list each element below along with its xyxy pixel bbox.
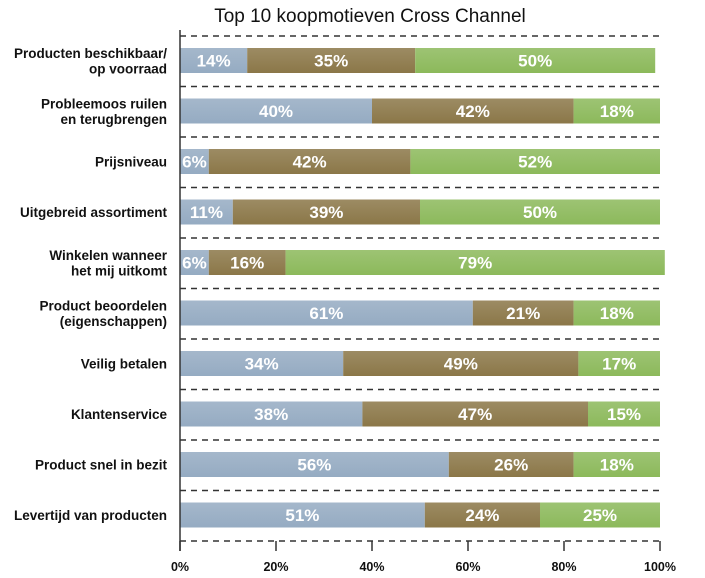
data-label: 24% bbox=[465, 506, 499, 525]
category-labels: Producten beschikbaar/op voorraad Problee… bbox=[14, 46, 168, 523]
data-label: 51% bbox=[285, 506, 319, 525]
category-label: Producten beschikbaar/op voorraad bbox=[14, 46, 167, 77]
category-label: Product snel in bezit bbox=[35, 458, 168, 473]
data-label: 17% bbox=[602, 355, 636, 374]
data-label: 18% bbox=[600, 304, 634, 323]
category-label: Product beoordelen (eigenschappen) bbox=[39, 298, 167, 329]
category-label: Winkelen wanneer het mij uitkomt bbox=[49, 248, 167, 279]
category-label-line: Klantenservice bbox=[71, 407, 168, 422]
data-label: 52% bbox=[518, 153, 552, 172]
category-label-line: Levertijd van producten bbox=[14, 508, 167, 523]
category-label: Veilig betalen bbox=[81, 357, 167, 372]
data-label: 21% bbox=[506, 304, 540, 323]
x-axis-ticks: 0% 20% 40% 60% 80% 100% bbox=[171, 541, 676, 574]
bar-segment bbox=[343, 351, 579, 376]
bar-segment bbox=[180, 401, 363, 427]
data-label: 38% bbox=[254, 405, 288, 424]
data-label: 18% bbox=[600, 102, 634, 121]
category-label-line: op voorraad bbox=[89, 61, 167, 76]
category-label-line: Prijsniveau bbox=[95, 155, 167, 170]
data-label: 34% bbox=[245, 355, 279, 374]
data-label: 11% bbox=[190, 203, 223, 222]
x-tick-label: 100% bbox=[644, 560, 676, 574]
bar-segment bbox=[180, 502, 425, 528]
bar-segment bbox=[540, 502, 660, 528]
category-label-line: (eigenschappen) bbox=[60, 314, 167, 329]
data-label: 25% bbox=[583, 506, 617, 525]
category-label-line: Uitgebreid assortiment bbox=[20, 205, 168, 220]
data-label: 56% bbox=[297, 456, 331, 475]
data-label: 61% bbox=[309, 304, 343, 323]
data-label: 42% bbox=[293, 153, 327, 172]
data-label: 42% bbox=[456, 102, 490, 121]
category-label-line: Winkelen wanneer bbox=[49, 248, 167, 263]
bar-segment bbox=[472, 300, 574, 326]
x-tick-label: 0% bbox=[171, 560, 189, 574]
bar-segment bbox=[180, 48, 248, 73]
bar-segment bbox=[578, 351, 660, 376]
data-label: 47% bbox=[458, 405, 492, 424]
data-label: 6% bbox=[182, 153, 207, 172]
bar-segment bbox=[180, 300, 473, 326]
bars: 14% 35% 50% 40% 42% 18% 6% 42% 52% 11% 39% 50% 6% 16%… bbox=[180, 48, 665, 528]
bar-segment bbox=[180, 351, 344, 376]
bar-segment bbox=[420, 199, 660, 225]
gridlines bbox=[180, 35, 660, 542]
category-label-line: Veilig betalen bbox=[81, 357, 167, 372]
x-tick-label: 60% bbox=[455, 560, 480, 574]
bar-segment bbox=[410, 149, 660, 174]
bar-segment bbox=[208, 149, 411, 174]
bar-segment bbox=[372, 98, 574, 124]
data-label: 39% bbox=[309, 203, 343, 222]
bar-segment bbox=[573, 98, 660, 124]
data-label: 14% bbox=[197, 52, 231, 71]
data-label: 40% bbox=[259, 102, 293, 121]
data-label: 35% bbox=[314, 52, 348, 71]
bar-segment bbox=[362, 401, 588, 427]
category-label: Probleemoos ruilen en terugbrengen bbox=[41, 96, 167, 127]
category-label-line: Product beoordelen bbox=[39, 298, 167, 313]
bar-segment bbox=[208, 250, 286, 275]
data-label: 6% bbox=[182, 254, 207, 273]
bar-segment bbox=[180, 199, 233, 225]
data-label: 15% bbox=[607, 405, 641, 424]
bar-segment bbox=[573, 452, 660, 477]
bar-segment bbox=[285, 250, 665, 275]
bar-segment bbox=[415, 48, 656, 73]
bar-segment bbox=[448, 452, 574, 477]
bar-segment bbox=[180, 98, 372, 124]
category-label: Levertijd van producten bbox=[14, 508, 167, 523]
x-tick-label: 40% bbox=[359, 560, 384, 574]
category-label-line: Product snel in bezit bbox=[35, 458, 168, 473]
category-label-line: en terugbrengen bbox=[60, 112, 167, 127]
category-label-line: het mij uitkomt bbox=[71, 263, 168, 278]
data-label: 50% bbox=[523, 203, 557, 222]
data-label: 49% bbox=[444, 355, 478, 374]
data-label: 79% bbox=[458, 254, 492, 273]
bar-segment bbox=[588, 401, 660, 427]
category-label-line: Producten beschikbaar/ bbox=[14, 46, 167, 61]
x-tick-label: 80% bbox=[551, 560, 576, 574]
chart-title: Top 10 koopmotieven Cross Channel bbox=[214, 6, 526, 27]
bar-segment bbox=[424, 502, 540, 528]
bar-segment bbox=[180, 452, 449, 477]
data-label: 26% bbox=[494, 456, 528, 475]
category-label: Prijsniveau bbox=[95, 155, 167, 170]
bar-segment bbox=[180, 149, 209, 174]
bar-segment bbox=[232, 199, 420, 225]
x-tick-label: 20% bbox=[263, 560, 288, 574]
category-label: Uitgebreid assortiment bbox=[20, 205, 168, 220]
category-label: Klantenservice bbox=[71, 407, 168, 422]
category-label-line: Probleemoos ruilen bbox=[41, 96, 167, 111]
bar-segment bbox=[573, 300, 660, 326]
bar-segment bbox=[247, 48, 416, 73]
data-label: 18% bbox=[600, 456, 634, 475]
bar-segment bbox=[180, 250, 209, 275]
data-label: 50% bbox=[518, 52, 552, 71]
data-label: 16% bbox=[230, 254, 264, 273]
